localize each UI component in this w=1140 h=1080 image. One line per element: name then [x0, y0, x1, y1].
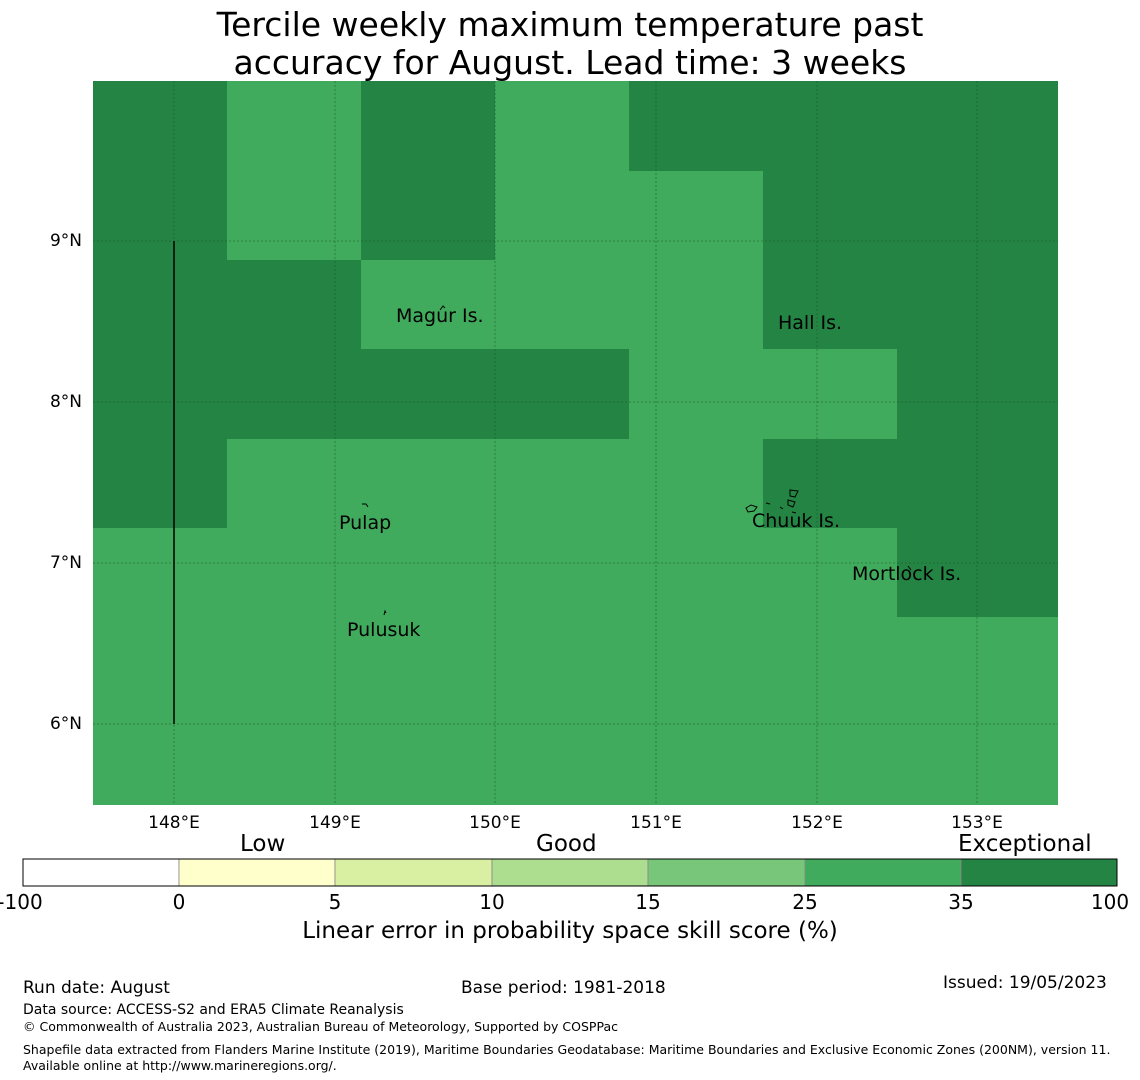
lon-tick-label: 148°E: [148, 813, 200, 833]
colorbar-segment: [804, 858, 962, 887]
colorbar-segment: [960, 858, 1118, 887]
pulusuk-island-shape: [383, 609, 387, 616]
exceptional-cell: [629, 81, 763, 171]
colorbar-segment: [647, 858, 806, 887]
colorbar: [22, 858, 1118, 887]
exceptional-cell: [763, 439, 897, 528]
colorbar-tick-label: 35: [948, 890, 974, 914]
lon-tick-label: 150°E: [469, 813, 521, 833]
colorbar-tick-label: 0: [172, 890, 186, 914]
lat-tick-label: 9°N: [49, 231, 82, 251]
colorbar-tick-label: 10: [479, 890, 505, 914]
lon-tick-label: 151°E: [630, 813, 682, 833]
lon-tick-label: 149°E: [309, 813, 361, 833]
shapefile-credit: Shapefile data extracted from Flanders M…: [23, 1042, 1111, 1073]
exceptional-cell: [361, 81, 495, 260]
colorbar-segment: [22, 858, 180, 887]
category-label-exceptional: Exceptional: [958, 831, 1092, 857]
base-period: Base period: 1981-2018: [461, 978, 666, 998]
colorbar-segment: [334, 858, 493, 887]
place-label-pulusuk: Pulusuk: [347, 619, 421, 641]
colorbar-tick-label: -100: [0, 890, 43, 914]
place-label-mortlock: Mortlock Is.: [852, 563, 962, 585]
run-date: Run date: August: [23, 978, 170, 998]
gridlines: [93, 81, 1058, 805]
issued-date: Issued: 19/05/2023: [943, 973, 1107, 993]
island-outlines: [362, 305, 912, 616]
category-label-good: Good: [536, 831, 597, 857]
colorbar-segment: [178, 858, 336, 887]
mortlock-island-shape: [907, 565, 912, 571]
exceptional-cell: [93, 81, 227, 528]
place-label-pulap: Pulap: [339, 512, 392, 534]
map-title: Tercile weekly maximum temperature past …: [216, 5, 924, 82]
colorbar-tick-label: 15: [635, 890, 661, 914]
pulap-island-shape: [362, 503, 369, 508]
lon-tick-label: 152°E: [791, 813, 843, 833]
place-label-chuuk: Chuuk Is.: [752, 510, 840, 532]
magur-island-shape: [439, 305, 446, 311]
colorbar-tick-label: 100: [1090, 890, 1130, 914]
exceptional-regions: [93, 81, 1058, 617]
place-label-hall: Hall Is.: [778, 312, 843, 334]
copyright-notice: © Commonwealth of Australia 2023, Austra…: [23, 1019, 618, 1034]
lat-tick-label: 6°N: [49, 714, 82, 734]
colorbar-tick-label: 25: [792, 890, 818, 914]
place-label-magur: Magur Is.: [396, 305, 484, 327]
exceptional-cell: [763, 81, 897, 349]
data-source: Data source: ACCESS-S2 and ERA5 Climate …: [23, 1002, 404, 1018]
colorbar-tick-label: 5: [328, 890, 342, 914]
colorbar-title: Linear error in probability space skill …: [302, 918, 838, 944]
lat-tick-label: 8°N: [49, 392, 82, 412]
colorbar-segment: [491, 858, 649, 887]
exceptional-cell: [227, 260, 361, 439]
lon-tick-label: 153°E: [951, 813, 1003, 833]
chuuk-island-shape: [745, 489, 799, 514]
category-label-low: Low: [240, 831, 286, 857]
colorbar-frame: [22, 858, 1118, 887]
lat-tick-label: 7°N: [49, 553, 82, 573]
exceptional-cell: [897, 81, 1058, 617]
